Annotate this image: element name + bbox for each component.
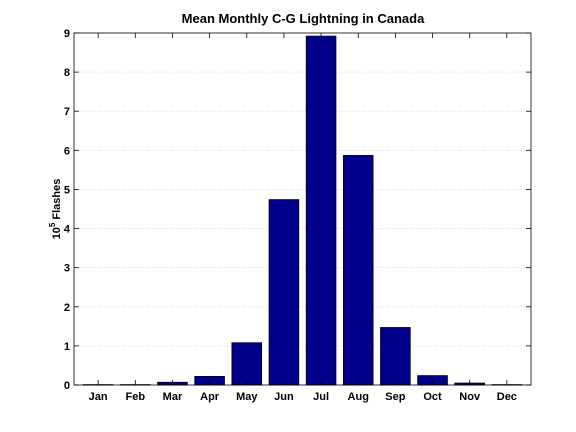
y-tick-label: 0 xyxy=(64,380,70,392)
x-tick-label-sep: Sep xyxy=(385,391,405,403)
y-tick-label: 2 xyxy=(64,302,70,314)
x-tick-label-nov: Nov xyxy=(459,391,481,403)
y-axis-label-exponent: 5 xyxy=(48,222,57,227)
x-tick-label-jan: Jan xyxy=(89,391,108,403)
y-axis-label-text: Flashes xyxy=(51,179,63,220)
bar-aug xyxy=(342,155,374,386)
x-tick-label-aug: Aug xyxy=(348,391,369,403)
y-axis-label: 105 Flashes xyxy=(48,179,63,240)
x-axis-ticks: Jan Feb Mar Apr May Jun Jul Aug Sep Oct Nov Dec xyxy=(89,33,517,403)
y-tick-label: 1 xyxy=(64,341,70,353)
x-tick-label-jun: Jun xyxy=(274,391,294,403)
bar-may xyxy=(231,342,263,386)
bar-jul xyxy=(305,35,337,386)
grid-layer xyxy=(74,71,531,347)
plot-frame xyxy=(73,32,532,386)
y-tick-label: 6 xyxy=(64,145,70,157)
y-axis-ticks: 0 1 2 3 4 5 6 7 8 9 xyxy=(64,28,531,392)
bars-layer xyxy=(82,35,523,386)
y-tick-label: 8 xyxy=(64,67,70,79)
x-tick-label-may: May xyxy=(236,391,258,403)
x-tick-label-feb: Feb xyxy=(126,391,146,403)
y-tick-label: 7 xyxy=(64,106,70,118)
x-tick-label-oct: Oct xyxy=(423,391,442,403)
x-tick-label-mar: Mar xyxy=(163,391,183,403)
y-tick-label: 5 xyxy=(64,184,70,196)
bar-jun xyxy=(268,199,300,386)
y-tick-label: 4 xyxy=(64,224,71,236)
y-tick-label: 3 xyxy=(64,263,70,275)
x-tick-label-dec: Dec xyxy=(497,391,517,403)
x-tick-label-jul: Jul xyxy=(313,391,329,403)
x-tick-label-apr: Apr xyxy=(200,391,220,403)
y-tick-label: 9 xyxy=(64,28,70,40)
bar-sep xyxy=(380,327,411,386)
y-axis-label-base: 10 xyxy=(51,227,63,239)
chart-title: Mean Monthly C-G Lightning in Canada xyxy=(182,11,425,26)
